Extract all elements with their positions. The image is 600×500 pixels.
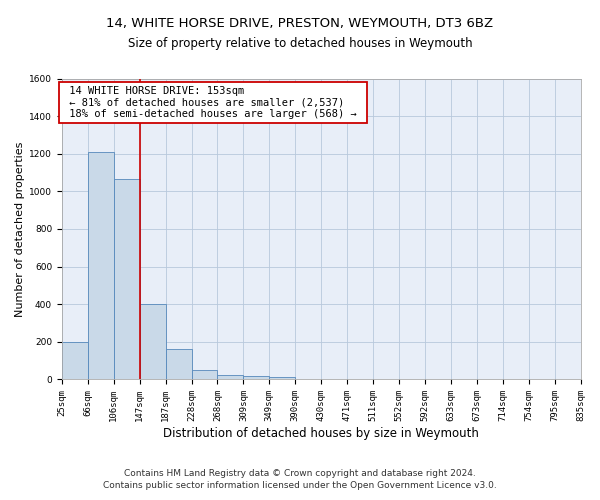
Text: Contains HM Land Registry data © Crown copyright and database right 2024.: Contains HM Land Registry data © Crown c… <box>124 468 476 477</box>
Text: 14, WHITE HORSE DRIVE, PRESTON, WEYMOUTH, DT3 6BZ: 14, WHITE HORSE DRIVE, PRESTON, WEYMOUTH… <box>106 18 494 30</box>
Bar <box>217 375 244 380</box>
Bar <box>114 179 140 380</box>
Bar <box>88 152 114 380</box>
Text: Contains public sector information licensed under the Open Government Licence v3: Contains public sector information licen… <box>103 481 497 490</box>
Bar <box>191 370 217 380</box>
Bar <box>140 304 166 380</box>
Y-axis label: Number of detached properties: Number of detached properties <box>15 142 25 316</box>
Text: Size of property relative to detached houses in Weymouth: Size of property relative to detached ho… <box>128 38 472 51</box>
Bar <box>166 350 191 380</box>
Bar <box>244 376 269 380</box>
Bar <box>62 342 88 380</box>
Text: 14 WHITE HORSE DRIVE: 153sqm
 ← 81% of detached houses are smaller (2,537)
 18% : 14 WHITE HORSE DRIVE: 153sqm ← 81% of de… <box>63 86 363 119</box>
X-axis label: Distribution of detached houses by size in Weymouth: Distribution of detached houses by size … <box>163 427 479 440</box>
Bar <box>269 376 295 380</box>
